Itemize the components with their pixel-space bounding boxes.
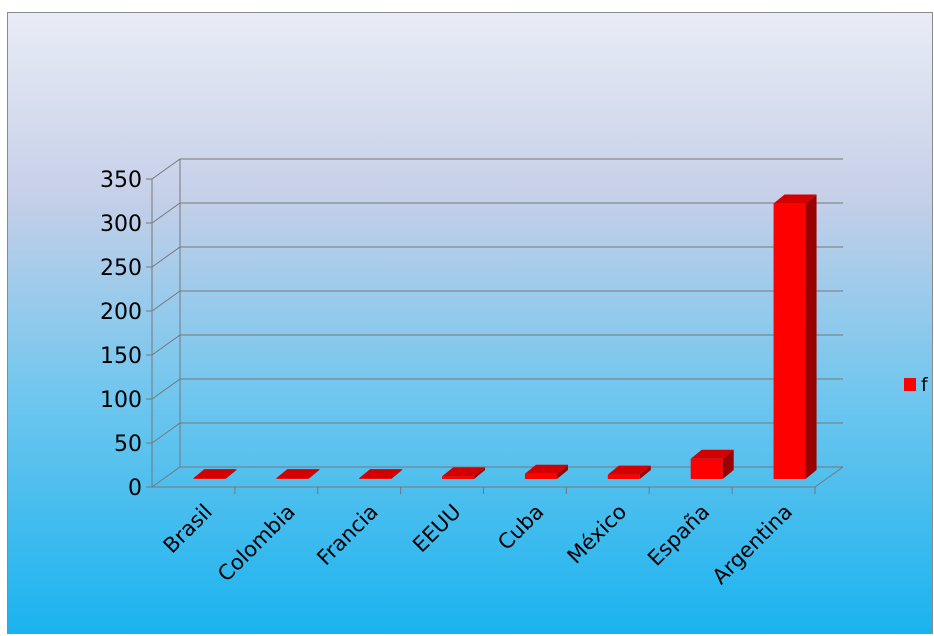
x-category-label: Argentina — [708, 500, 797, 589]
bar — [359, 478, 392, 479]
gridline-slant — [151, 378, 181, 400]
gridlines — [151, 158, 843, 488]
bars — [193, 194, 817, 479]
bar-top — [276, 469, 320, 479]
bar — [442, 476, 475, 479]
bar-side — [805, 194, 817, 479]
bar — [524, 473, 557, 479]
x-category-label: Cuba — [493, 500, 548, 555]
bar-top — [193, 469, 237, 479]
bar — [276, 478, 309, 479]
x-category-label: Colombia — [213, 500, 300, 587]
x-category-label: Brasil — [159, 500, 217, 558]
axes — [146, 178, 844, 494]
bar-side — [308, 469, 320, 479]
bar-side — [391, 469, 403, 479]
bar — [773, 203, 806, 479]
legend: f — [904, 374, 929, 396]
y-tick-label: 150 — [100, 344, 142, 369]
gridline-slant — [151, 158, 181, 180]
bar-top — [524, 464, 568, 474]
bar-top — [607, 465, 651, 475]
gridline-slant — [151, 246, 181, 268]
x-category-label: Francia — [312, 500, 382, 570]
bar-side — [639, 465, 651, 479]
gridline-slant — [151, 422, 181, 444]
y-tick-label: 0 — [128, 476, 142, 501]
y-tick-label: 250 — [100, 256, 142, 281]
bar-top — [359, 469, 403, 479]
bar-top — [442, 467, 486, 477]
y-tick-label: 300 — [100, 212, 142, 237]
legend-swatch — [904, 378, 916, 391]
bar-side — [474, 467, 486, 479]
bar — [193, 478, 226, 479]
gridline-slant — [151, 466, 181, 488]
gridline-slant — [151, 334, 181, 356]
gridline-slant — [151, 202, 181, 224]
x-category-label: EEUU — [408, 500, 465, 557]
bar-top — [773, 194, 817, 204]
y-tick-label: 350 — [100, 168, 142, 193]
bar — [607, 474, 640, 479]
y-tick-label: 50 — [114, 432, 142, 457]
bar — [690, 458, 723, 479]
floor-right-edge — [814, 466, 844, 488]
bar-top — [690, 449, 734, 459]
x-category-label: México — [563, 500, 632, 569]
gridline-slant — [151, 290, 181, 312]
y-tick-label: 100 — [100, 388, 142, 413]
x-category-label: España — [643, 500, 714, 571]
bar-side — [225, 469, 237, 479]
bar-side — [556, 464, 568, 479]
bar-side — [722, 449, 734, 479]
y-tick-label: 200 — [100, 300, 142, 325]
legend-label: f — [921, 374, 929, 396]
